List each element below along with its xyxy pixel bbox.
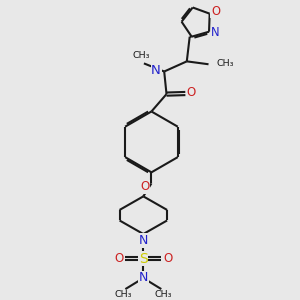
Text: O: O <box>163 252 172 265</box>
Text: CH₃: CH₃ <box>217 59 234 68</box>
Text: N: N <box>211 26 220 39</box>
Text: S: S <box>139 252 148 266</box>
Text: N: N <box>151 64 161 77</box>
Text: N: N <box>139 271 148 284</box>
Text: CH₃: CH₃ <box>132 51 150 60</box>
Text: O: O <box>114 252 124 265</box>
Text: CH₃: CH₃ <box>155 290 172 299</box>
Text: CH₃: CH₃ <box>114 290 132 299</box>
Text: O: O <box>211 5 220 18</box>
Text: O: O <box>187 86 196 99</box>
Text: O: O <box>140 180 150 193</box>
Text: N: N <box>139 234 148 247</box>
